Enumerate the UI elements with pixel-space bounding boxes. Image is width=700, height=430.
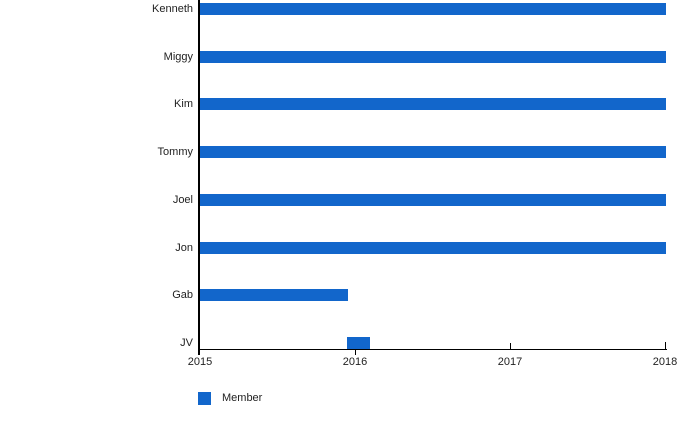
bar-jv[interactable] xyxy=(347,337,370,349)
bar-kim[interactable] xyxy=(200,98,666,110)
row-label-jon: Jon xyxy=(175,242,193,254)
row-label-gab: Gab xyxy=(172,289,193,301)
bar-kenneth[interactable] xyxy=(200,3,666,15)
row-label-kim: Kim xyxy=(174,98,193,110)
y-axis-line xyxy=(198,0,200,355)
bar-joel[interactable] xyxy=(200,194,666,206)
row-label-miggy: Miggy xyxy=(163,51,193,63)
legend-member-label: Member xyxy=(222,392,263,404)
x-tick-label-2018: 2018 xyxy=(652,356,678,368)
legend-member-swatch xyxy=(198,391,211,405)
row-label-kenneth: Kenneth xyxy=(152,3,193,15)
x-tick-2017 xyxy=(510,343,511,349)
x-tick-label-2015: 2015 xyxy=(187,356,213,368)
x-tick-2018 xyxy=(665,342,666,349)
x-tick-2016 xyxy=(355,350,356,355)
x-tick-label-2017: 2017 xyxy=(497,356,523,368)
bar-tommy[interactable] xyxy=(200,146,666,158)
bar-jon[interactable] xyxy=(200,242,666,254)
x-tick-label-2016: 2016 xyxy=(342,356,368,368)
row-label-jv: JV xyxy=(180,337,193,349)
x-axis-line xyxy=(198,349,667,350)
row-label-joel: Joel xyxy=(172,194,193,206)
row-label-tommy: Tommy xyxy=(157,146,193,158)
bar-gab[interactable] xyxy=(200,289,348,301)
legend: Member xyxy=(198,391,262,405)
bar-miggy[interactable] xyxy=(200,51,666,63)
